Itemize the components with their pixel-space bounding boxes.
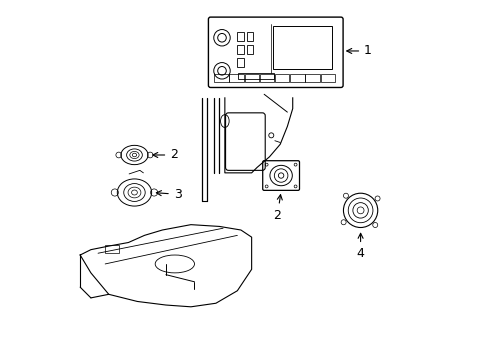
Bar	[274, 74, 289, 82]
Bar	[237, 32, 244, 41]
Bar	[246, 32, 253, 41]
Text: 3: 3	[156, 188, 181, 201]
Bar	[229, 74, 244, 82]
Bar	[244, 74, 259, 82]
Bar	[237, 45, 244, 54]
Bar	[289, 74, 304, 82]
Bar	[214, 74, 228, 82]
Text: 4: 4	[356, 233, 364, 260]
Text: 2: 2	[152, 148, 178, 162]
Bar	[237, 58, 244, 67]
Bar	[259, 74, 274, 82]
Bar	[320, 74, 334, 82]
Text: 1: 1	[346, 45, 371, 58]
Bar	[238, 73, 274, 79]
Bar	[305, 74, 319, 82]
Bar	[272, 26, 331, 69]
Bar	[246, 45, 253, 54]
Text: 2: 2	[273, 195, 282, 221]
Bar	[105, 246, 119, 253]
